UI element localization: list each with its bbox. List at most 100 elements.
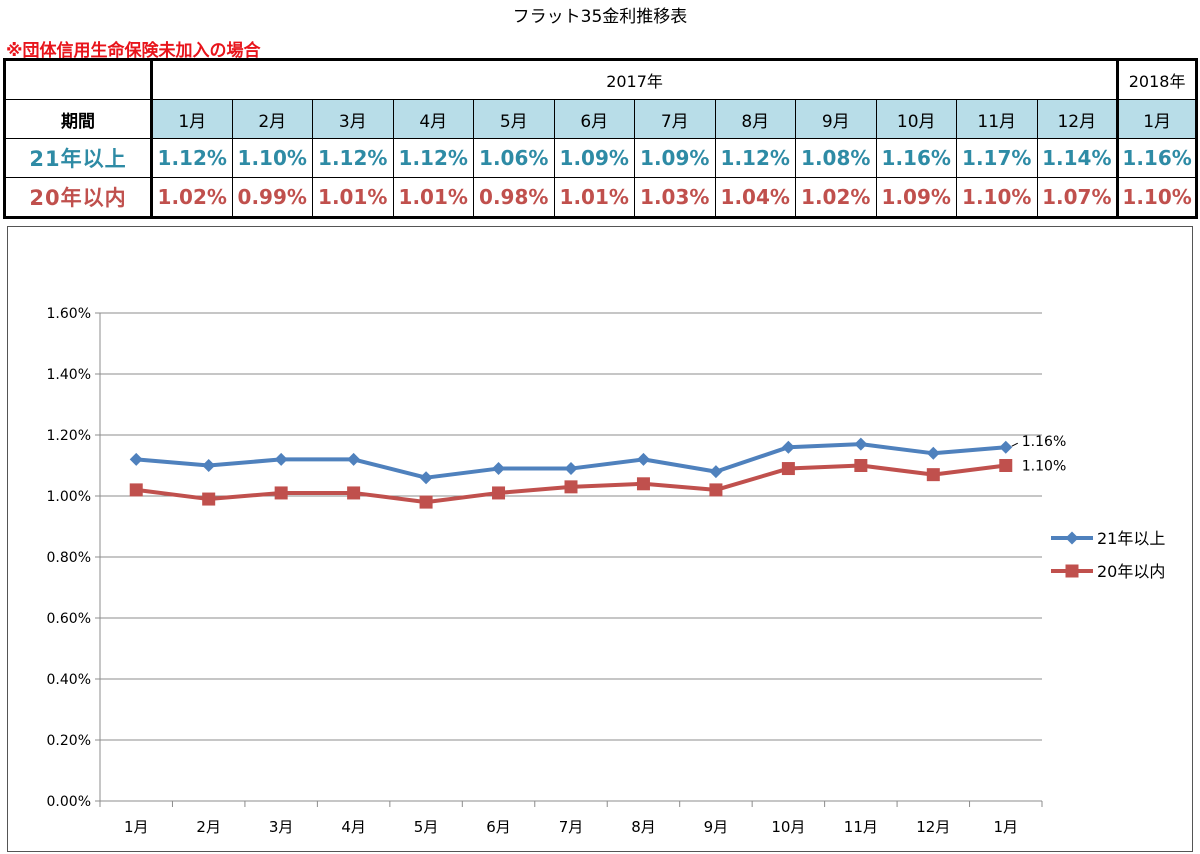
rate-cell: 0.99%	[231, 177, 313, 219]
data-point	[492, 486, 506, 500]
data-point	[419, 471, 433, 485]
rate-cell: 1.09%	[875, 177, 957, 219]
rate-cell: 0.98%	[473, 177, 555, 219]
data-label: 1.10%	[1022, 459, 1066, 475]
rate-cell: 1.08%	[795, 138, 877, 178]
y-tick-label: 1.20%	[47, 428, 91, 444]
month-header: 2月	[231, 99, 313, 139]
data-point	[274, 486, 288, 500]
x-tick-label: 1月	[993, 818, 1018, 836]
data-point	[781, 440, 795, 454]
rate-cell: 1.17%	[956, 138, 1038, 178]
data-point	[564, 462, 578, 476]
rate-cell: 1.01%	[553, 177, 635, 219]
data-point	[854, 459, 868, 472]
row-label-21-years: 21年以上	[3, 138, 152, 178]
x-tick-label: 11月	[844, 818, 878, 836]
row-label-20-years: 20年以内	[3, 177, 152, 219]
table-year-row: 2017年 2018年	[3, 58, 1199, 100]
month-header: 7月	[634, 99, 716, 139]
data-point	[202, 492, 216, 506]
data-point	[492, 462, 506, 476]
table-row-21-years: 21年以上 1.12% 1.10% 1.12% 1.12% 1.06% 1.09…	[3, 138, 1199, 178]
chart-container: 0.00% 0.20% 0.40% 0.60% 0.80% 1.00% 1.20% 1.40%…	[7, 226, 1193, 852]
x-tick-label: 10月	[771, 818, 805, 836]
y-tick-label: 0.80%	[47, 550, 91, 566]
data-point	[129, 483, 143, 497]
period-label: 期間	[3, 99, 152, 139]
x-tick-label: 2月	[196, 818, 221, 836]
x-tick-label: 12月	[916, 818, 950, 836]
y-tick-label: 1.40%	[47, 367, 91, 383]
rate-cell: 1.16%	[875, 138, 957, 178]
legend-entry: 20年以内	[1097, 562, 1165, 581]
month-header: 11月	[956, 99, 1038, 139]
legend-entry: 21年以上	[1097, 529, 1165, 548]
page-title: フラット35金利推移表	[512, 7, 688, 27]
month-header: 8月	[714, 99, 796, 139]
rate-cell: 1.01%	[312, 177, 394, 219]
table-month-row: 期間 1月 2月 3月 4月 5月 6月 7月 8月 9月 10月 11月 12…	[3, 99, 1199, 139]
month-header: 1月	[150, 99, 233, 139]
month-header: 9月	[795, 99, 877, 139]
rate-cell: 1.12%	[392, 138, 474, 178]
data-point	[274, 452, 288, 466]
year-2017-header: 2017年	[149, 58, 1119, 100]
x-tick-label: 5月	[414, 818, 439, 836]
rate-cell: 1.06%	[473, 138, 555, 178]
month-header: 6月	[553, 99, 635, 139]
rate-cell: 1.10%	[956, 177, 1038, 219]
table-corner-cell	[3, 58, 152, 100]
x-tick-label: 9月	[704, 818, 729, 836]
data-point	[999, 440, 1013, 454]
rate-cell: 1.09%	[553, 138, 635, 178]
data-point	[636, 477, 650, 491]
data-point	[347, 452, 361, 466]
x-tick-label: 6月	[486, 818, 511, 836]
data-point	[129, 452, 143, 466]
data-label: 1.16%	[1022, 434, 1066, 450]
y-tick-label: 0.60%	[47, 611, 91, 627]
x-tick-label: 7月	[559, 818, 584, 836]
data-point	[419, 495, 433, 509]
rate-cell: 1.02%	[795, 177, 877, 219]
data-point	[926, 446, 940, 460]
y-tick-label: 0.20%	[47, 733, 91, 749]
month-header: 4月	[392, 99, 474, 139]
line-chart: 0.00% 0.20% 0.40% 0.60% 0.80% 1.00% 1.20% 1.40%…	[47, 306, 1166, 836]
year-2018-header: 2018年	[1116, 58, 1199, 100]
rate-cell: 1.14%	[1036, 138, 1119, 178]
month-header: 10月	[875, 99, 957, 139]
rate-cell: 1.10%	[1116, 177, 1199, 219]
rate-cell: 1.03%	[634, 177, 716, 219]
x-tick-label: 1月	[124, 818, 149, 836]
rate-cell: 1.12%	[312, 138, 394, 178]
data-point	[999, 459, 1013, 472]
rate-cell: 1.12%	[714, 138, 796, 178]
table-row-20-years: 20年以内 1.02% 0.99% 1.01% 1.01% 0.98% 1.01…	[3, 177, 1199, 219]
rate-cell: 1.02%	[150, 177, 233, 219]
data-point	[854, 437, 868, 451]
rate-cell: 1.10%	[231, 138, 313, 178]
data-point	[347, 486, 361, 500]
x-tick-label: 3月	[269, 818, 294, 836]
x-tick-label: 8月	[631, 818, 656, 836]
legend-swatch-marker	[1065, 564, 1079, 578]
data-point	[709, 465, 723, 479]
rate-table: 2017年 2018年 期間 1月 2月 3月 4月 5月 6月 7月 8月 9…	[3, 58, 1199, 219]
data-point	[202, 459, 216, 472]
legend-swatch-marker	[1065, 531, 1079, 545]
rate-cell: 1.09%	[634, 138, 716, 178]
y-tick-label: 1.00%	[47, 489, 91, 505]
month-header: 5月	[473, 99, 555, 139]
data-point	[636, 452, 650, 466]
rate-cell: 1.01%	[392, 177, 474, 219]
data-point	[926, 468, 940, 482]
y-tick-label: 0.00%	[47, 794, 91, 810]
rate-cell: 1.04%	[714, 177, 796, 219]
y-tick-label: 0.40%	[47, 672, 91, 688]
month-header: 1月	[1116, 99, 1199, 139]
rate-cell: 1.07%	[1036, 177, 1119, 219]
note-text: ※団体信用生命保険未加入の場合	[6, 41, 261, 61]
label-leader-line	[1011, 442, 1018, 447]
